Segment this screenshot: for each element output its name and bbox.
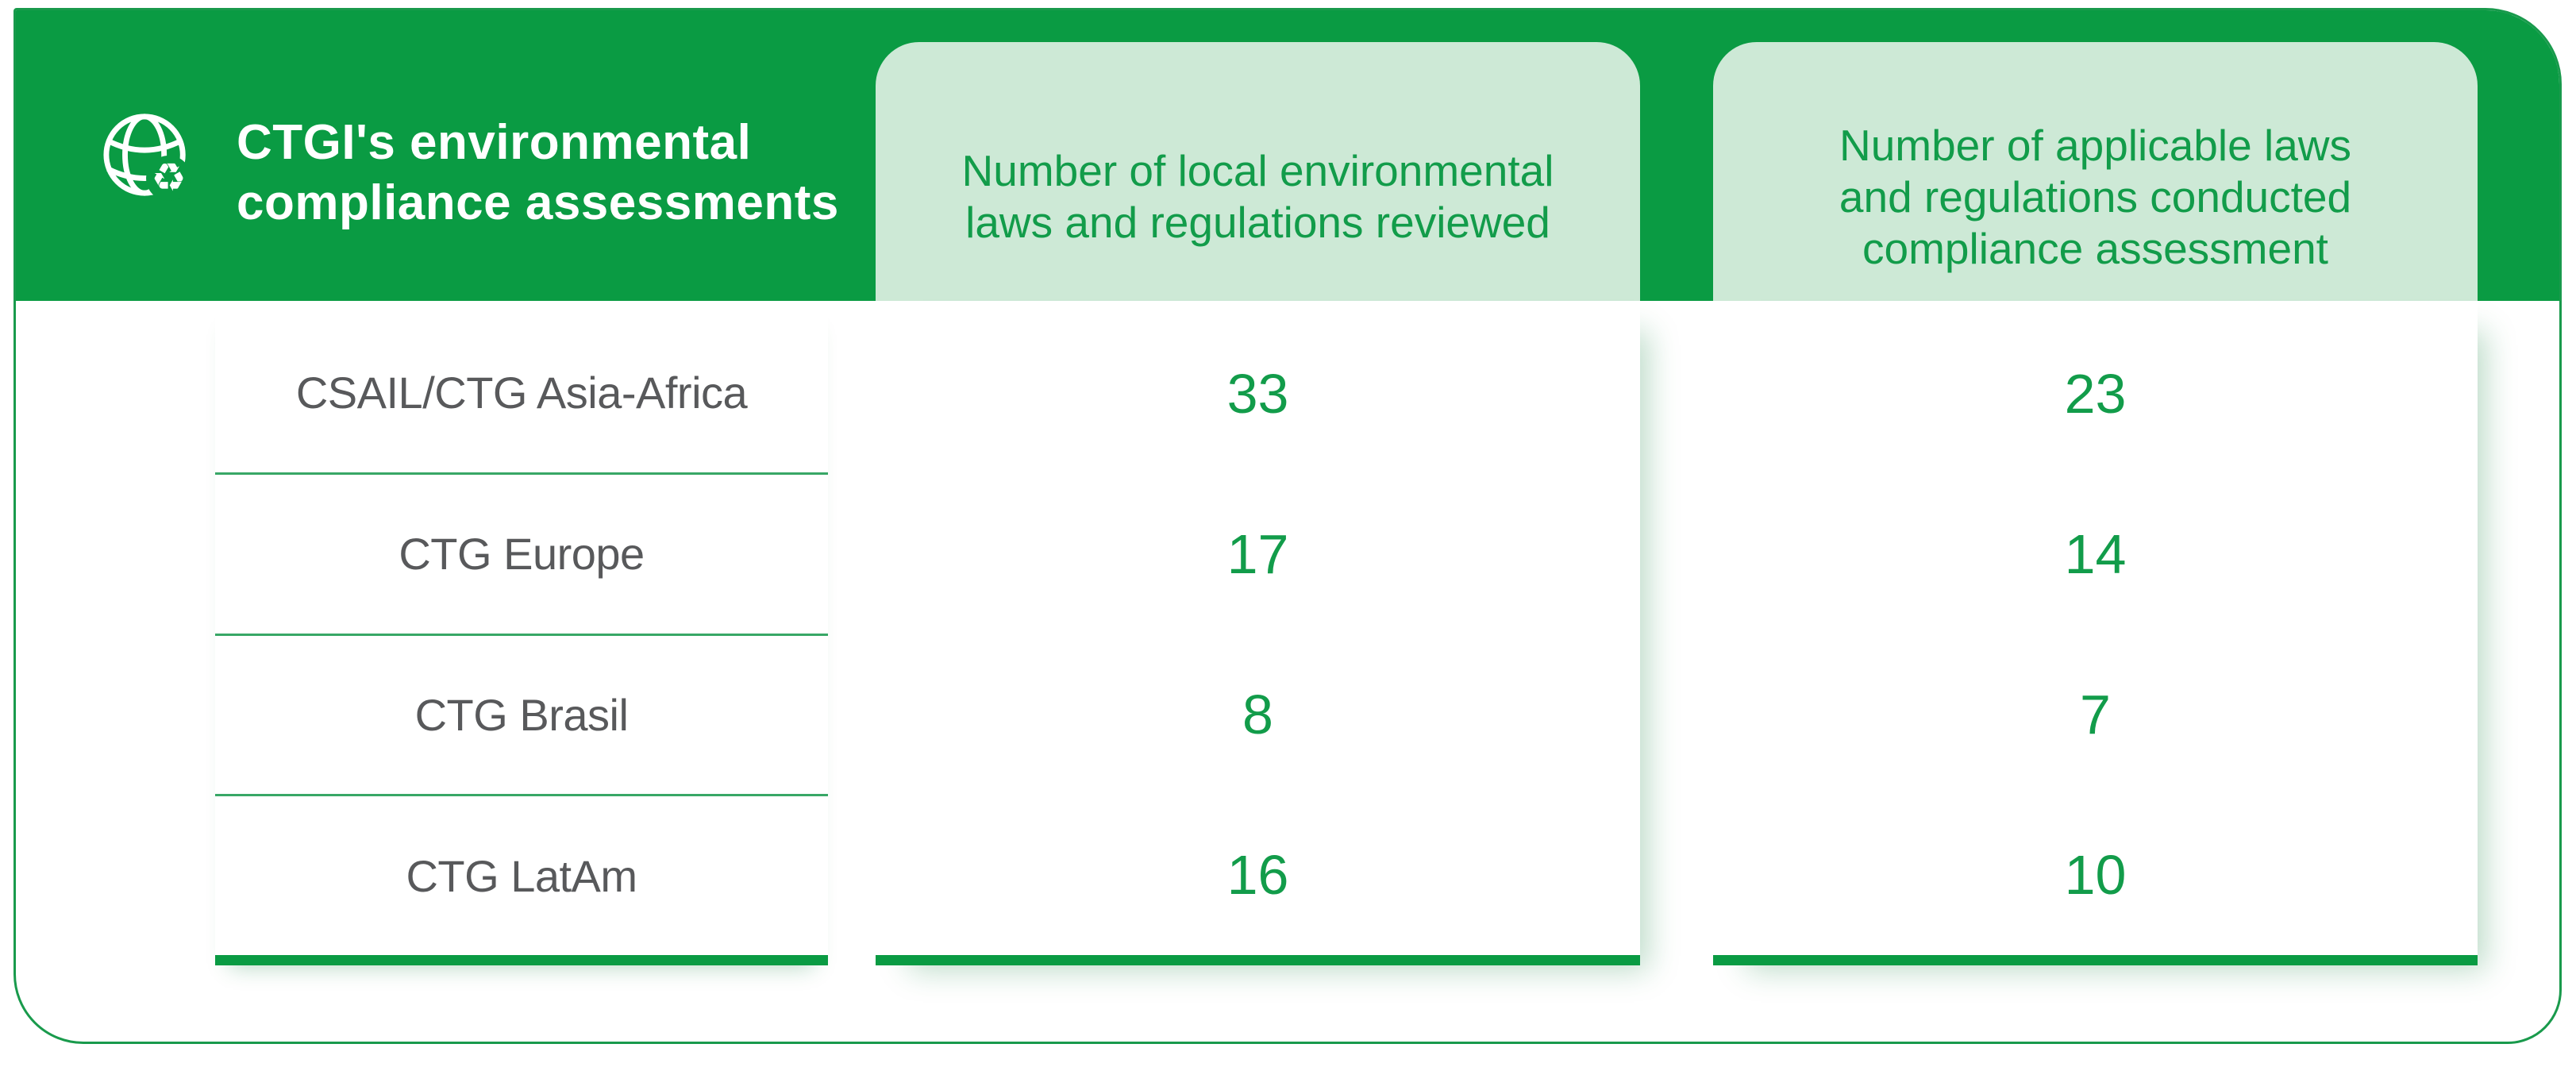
table-title-group: ♻ CTGI's environmental compliance assess…: [102, 110, 839, 233]
title-line-2: compliance assessments: [237, 175, 839, 230]
page-title: CTGI's environmental compliance assessme…: [237, 113, 839, 233]
values-column-compliance-assessment: 23 14 7 10: [1713, 301, 2478, 965]
value-cell: 17: [1226, 523, 1289, 585]
column-header-text: Number of local environmental laws and r…: [961, 146, 1554, 247]
column-header-laws-reviewed: Number of local environmental laws and r…: [876, 42, 1640, 301]
row-label-ctg-brasil: CTG Brasil: [215, 636, 828, 797]
row-labels-column: CSAIL/CTG Asia-Africa CTG Europe CTG Bra…: [215, 301, 828, 965]
value-cell: 16: [1226, 844, 1289, 906]
value-cell: 7: [2080, 684, 2111, 745]
title-line-1: CTGI's environmental: [237, 115, 752, 170]
value-cell: 14: [2064, 523, 2127, 585]
column-header-text: Number of applicable laws and regulation…: [1839, 120, 2352, 273]
globe-recycle-icon: ♻: [103, 114, 192, 202]
value-cell: 10: [2064, 844, 2127, 906]
value-cell: 23: [2064, 363, 2127, 425]
value-cell: 8: [1242, 684, 1273, 745]
values-column-laws-reviewed: 33 17 8 16: [876, 301, 1640, 965]
recycle-badge-background: [146, 156, 192, 202]
row-label-ctg-latam: CTG LatAm: [406, 850, 637, 901]
recycle-icon: ♻: [152, 154, 187, 200]
compliance-table-card: ♻ CTGI's environmental compliance assess…: [13, 8, 2562, 1044]
column-header-compliance-assessment: Number of applicable laws and regulation…: [1713, 42, 2478, 301]
row-label-csail-ctg-asia-africa: CSAIL/CTG Asia-Africa: [215, 314, 828, 475]
value-cell: 33: [1226, 363, 1289, 425]
row-label-ctg-europe: CTG Europe: [215, 475, 828, 636]
